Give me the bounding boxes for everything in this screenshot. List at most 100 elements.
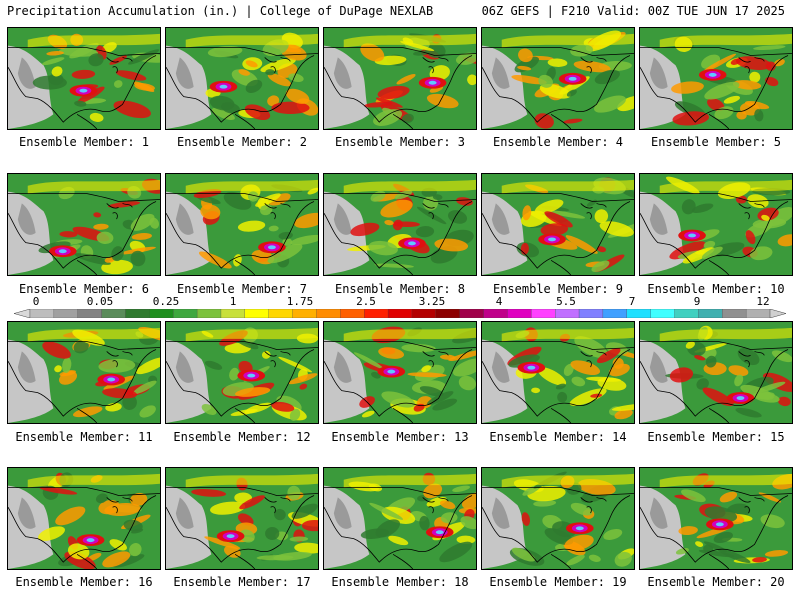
map-frame xyxy=(481,467,635,570)
map-frame xyxy=(323,321,477,424)
colorbar-swatch xyxy=(769,309,786,318)
colorbar xyxy=(14,309,786,318)
map-frame xyxy=(481,321,635,424)
member-label: Ensemble Member: 2 xyxy=(176,135,308,149)
colorbar-swatch xyxy=(626,309,652,318)
precip-map xyxy=(166,28,318,129)
member-label: Ensemble Member: 12 xyxy=(173,430,311,444)
colorbar-scale xyxy=(14,309,786,318)
colorbar-tick-label: 0.25 xyxy=(152,295,180,308)
map-frame xyxy=(165,467,319,570)
member-label: Ensemble Member: 10 xyxy=(647,282,785,296)
precip-map xyxy=(482,174,634,275)
precip-map xyxy=(166,468,318,569)
chart-title: Precipitation Accumulation (in.) | Colle… xyxy=(7,4,434,18)
precip-map xyxy=(8,174,160,275)
colorbar-swatch xyxy=(268,309,294,318)
colorbar-swatch xyxy=(340,309,365,318)
precip-map xyxy=(166,322,318,423)
colorbar-swatch xyxy=(674,309,699,318)
colorbar-tick-label: 9 xyxy=(693,295,701,308)
map-frame xyxy=(323,467,477,570)
colorbar-tick-label: 0.05 xyxy=(86,295,114,308)
member-label: Ensemble Member: 5 xyxy=(650,135,782,149)
precip-map xyxy=(166,174,318,275)
precip-map xyxy=(640,174,792,275)
colorbar-swatch xyxy=(220,309,246,318)
colorbar-swatch xyxy=(244,309,270,318)
member-label: Ensemble Member: 13 xyxy=(331,430,469,444)
colorbar-swatch xyxy=(578,309,604,318)
map-frame xyxy=(165,321,319,424)
precip-map xyxy=(640,468,792,569)
member-label: Ensemble Member: 16 xyxy=(15,575,153,589)
member-label: Ensemble Member: 6 xyxy=(18,282,150,296)
colorbar-tick-label: 1 xyxy=(229,295,237,308)
colorbar-tick-label: 1.75 xyxy=(286,295,314,308)
colorbar-swatch xyxy=(722,309,747,318)
colorbar-swatch xyxy=(316,309,341,318)
colorbar-tick-label: 4 xyxy=(495,295,503,308)
member-label: Ensemble Member: 9 xyxy=(492,282,624,296)
map-frame xyxy=(7,27,161,130)
precip-map xyxy=(8,28,160,129)
precip-map xyxy=(324,174,476,275)
map-frame xyxy=(639,27,793,130)
map-frame xyxy=(639,321,793,424)
precip-map xyxy=(482,28,634,129)
member-label: Ensemble Member: 8 xyxy=(334,282,466,296)
precip-map xyxy=(8,322,160,423)
map-frame xyxy=(165,27,319,130)
colorbar-swatch xyxy=(101,309,126,318)
colorbar-swatch xyxy=(650,309,675,318)
colorbar-swatch xyxy=(196,309,222,318)
member-label: Ensemble Member: 17 xyxy=(173,575,311,589)
colorbar-swatch xyxy=(387,309,413,318)
colorbar-tick-label: 5.5 xyxy=(556,295,576,308)
map-frame xyxy=(7,321,161,424)
precip-map xyxy=(324,468,476,569)
map-frame xyxy=(7,173,161,276)
colorbar-swatch xyxy=(745,309,771,318)
colorbar-swatch xyxy=(29,309,55,318)
run-valid-time: 06Z GEFS | F210 Valid: 00Z TUE JUN 17 20… xyxy=(481,4,785,18)
precip-map xyxy=(640,322,792,423)
colorbar-tick-label: 2.5 xyxy=(356,295,376,308)
colorbar-swatch xyxy=(292,309,317,318)
colorbar-swatch xyxy=(14,309,31,318)
member-label: Ensemble Member: 19 xyxy=(489,575,627,589)
precip-map xyxy=(324,28,476,129)
colorbar-swatch xyxy=(53,309,79,318)
precip-map xyxy=(8,468,160,569)
colorbar-tick-label: 12 xyxy=(756,295,770,308)
colorbar-swatch xyxy=(483,309,508,318)
colorbar-swatch xyxy=(125,309,150,318)
member-label: Ensemble Member: 14 xyxy=(489,430,627,444)
map-frame xyxy=(323,27,477,130)
colorbar-tick-label: 0 xyxy=(32,295,40,308)
map-frame xyxy=(7,467,161,570)
colorbar-swatch xyxy=(435,309,461,318)
colorbar-swatch xyxy=(173,309,198,318)
map-frame xyxy=(481,173,635,276)
member-label: Ensemble Member: 20 xyxy=(647,575,785,589)
map-frame xyxy=(639,173,793,276)
precip-map xyxy=(482,322,634,423)
colorbar-swatch xyxy=(77,309,103,318)
precip-map xyxy=(324,322,476,423)
precip-map xyxy=(482,468,634,569)
map-frame xyxy=(323,173,477,276)
colorbar-swatch xyxy=(507,309,532,318)
colorbar-swatch xyxy=(602,309,628,318)
map-frame xyxy=(481,27,635,130)
colorbar-swatch xyxy=(459,309,484,318)
member-label: Ensemble Member: 1 xyxy=(18,135,150,149)
member-label: Ensemble Member: 11 xyxy=(15,430,153,444)
colorbar-swatch xyxy=(149,309,174,318)
precip-map xyxy=(640,28,792,129)
map-frame xyxy=(639,467,793,570)
colorbar-swatch xyxy=(531,309,556,318)
colorbar-tick-label: 3.25 xyxy=(418,295,446,308)
member-label: Ensemble Member: 4 xyxy=(492,135,624,149)
colorbar-swatch xyxy=(411,309,437,318)
